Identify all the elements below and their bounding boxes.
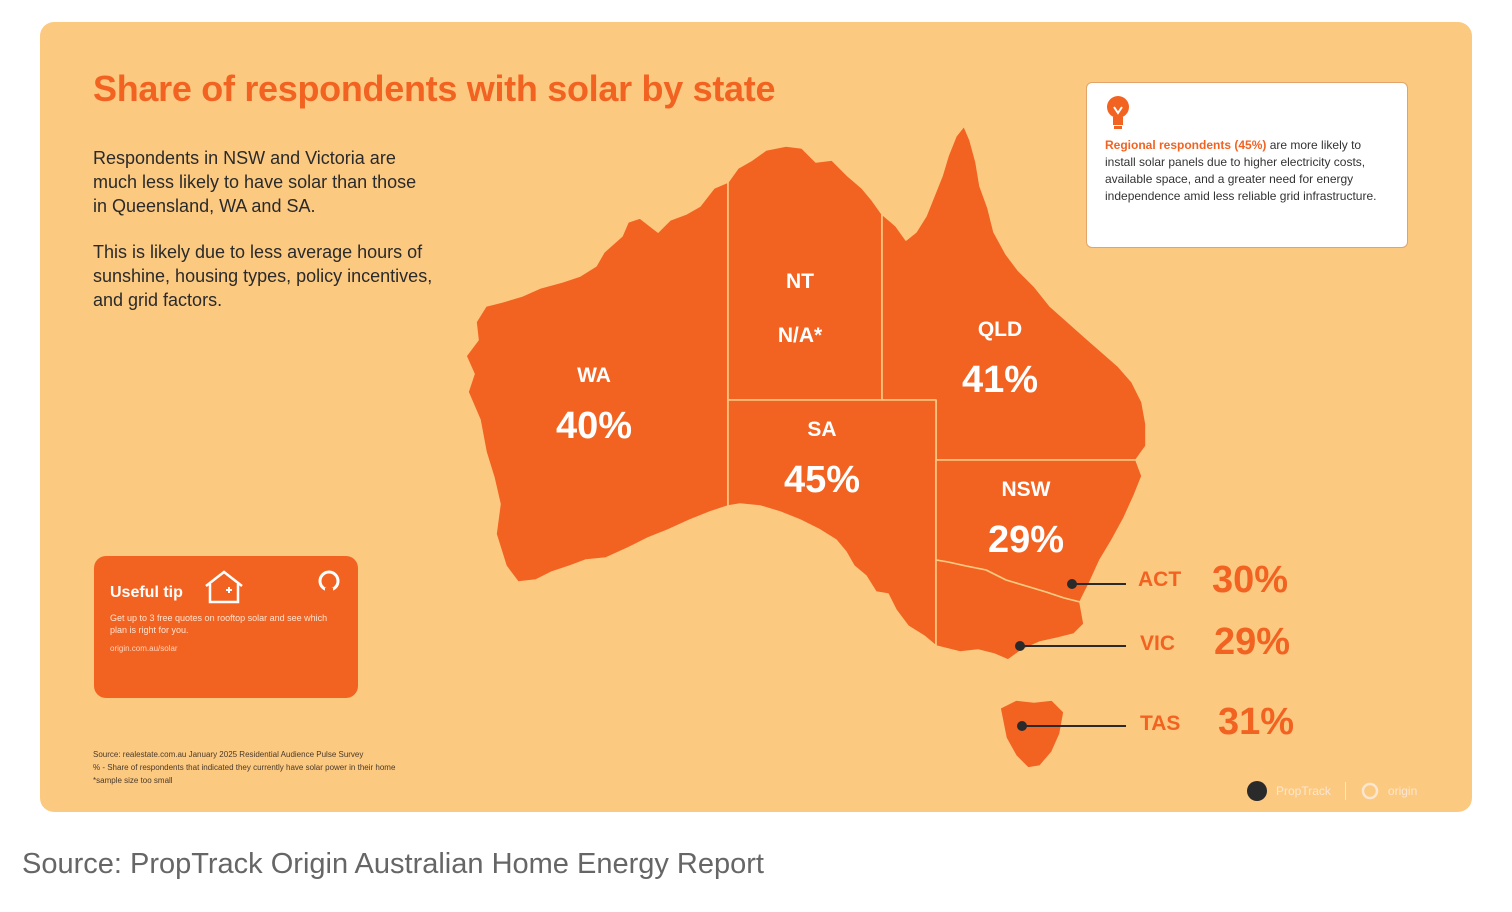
tip-link[interactable]: origin.com.au/solar	[110, 644, 178, 653]
state-label-nt: NT	[786, 270, 814, 293]
state-value-qld: 41%	[962, 359, 1038, 401]
tip-body: Get up to 3 free quotes on rooftop solar…	[110, 613, 328, 635]
state-value-nt: N/A*	[778, 324, 823, 347]
state-value-vic: 29%	[1214, 621, 1290, 663]
brand-logos: PropTrack origin	[1246, 780, 1417, 802]
state-label-qld: QLD	[978, 318, 1022, 341]
infographic-title: Share of respondents with solar by state	[93, 68, 776, 109]
state-sa	[727, 399, 937, 647]
state-label-tas: TAS	[1140, 712, 1180, 735]
state-value-sa: 45%	[784, 459, 860, 501]
source-caption: Source: PropTrack Origin Australian Home…	[22, 848, 764, 880]
logo-divider	[1344, 782, 1346, 800]
state-label-vic: VIC	[1140, 632, 1175, 655]
state-label-act: ACT	[1138, 568, 1181, 591]
state-label-nsw: NSW	[1002, 478, 1051, 501]
infographic-card: Share of respondents with solar by state…	[40, 22, 1472, 812]
origin-logo-icon	[318, 570, 340, 594]
state-label-wa: WA	[577, 364, 611, 387]
state-wa	[465, 181, 729, 583]
lightbulb-icon	[1107, 96, 1129, 129]
state-vic	[935, 559, 1085, 661]
footnote-2: % - Share of respondents that indicated …	[93, 763, 396, 772]
footnote-3: *sample size too small	[93, 776, 173, 785]
origin-brand-icon	[1361, 782, 1379, 800]
state-label-sa: SA	[807, 418, 836, 441]
australia-map: WA 40% NT N/A* QLD 41% SA 45% NSW 29% AC…	[465, 125, 1294, 769]
footnotes: Source: realestate.com.au January 2025 R…	[93, 748, 395, 787]
state-value-act: 30%	[1212, 559, 1288, 601]
state-value-wa: 40%	[556, 405, 632, 447]
origin-logo-text: origin	[1387, 784, 1418, 798]
insight-highlight: Regional respondents (45%)	[1105, 138, 1267, 152]
solar-home-icon	[205, 570, 243, 604]
state-value-tas: 31%	[1218, 701, 1294, 743]
tip-title: Useful tip	[110, 584, 183, 601]
state-qld	[881, 125, 1147, 461]
insight-box: Regional respondents (45%) are more like…	[1086, 82, 1408, 248]
useful-tip-box: Useful tip Get up to 3 free quotes on ro…	[94, 556, 358, 698]
insight-text: are more likely to install solar panels …	[1105, 138, 1377, 203]
intro-paragraph-1: Respondents in NSW and Victoria are much…	[93, 148, 417, 216]
intro-text: Respondents in NSW and Victoria are much…	[93, 146, 433, 334]
proptrack-logo-icon	[1247, 781, 1267, 801]
footnote-1: Source: realestate.com.au January 2025 R…	[93, 750, 364, 759]
intro-paragraph-2: This is likely due to less average hours…	[93, 242, 433, 310]
proptrack-logo-text: PropTrack	[1276, 784, 1331, 798]
state-tas	[999, 699, 1065, 769]
state-value-nsw: 29%	[988, 519, 1064, 561]
